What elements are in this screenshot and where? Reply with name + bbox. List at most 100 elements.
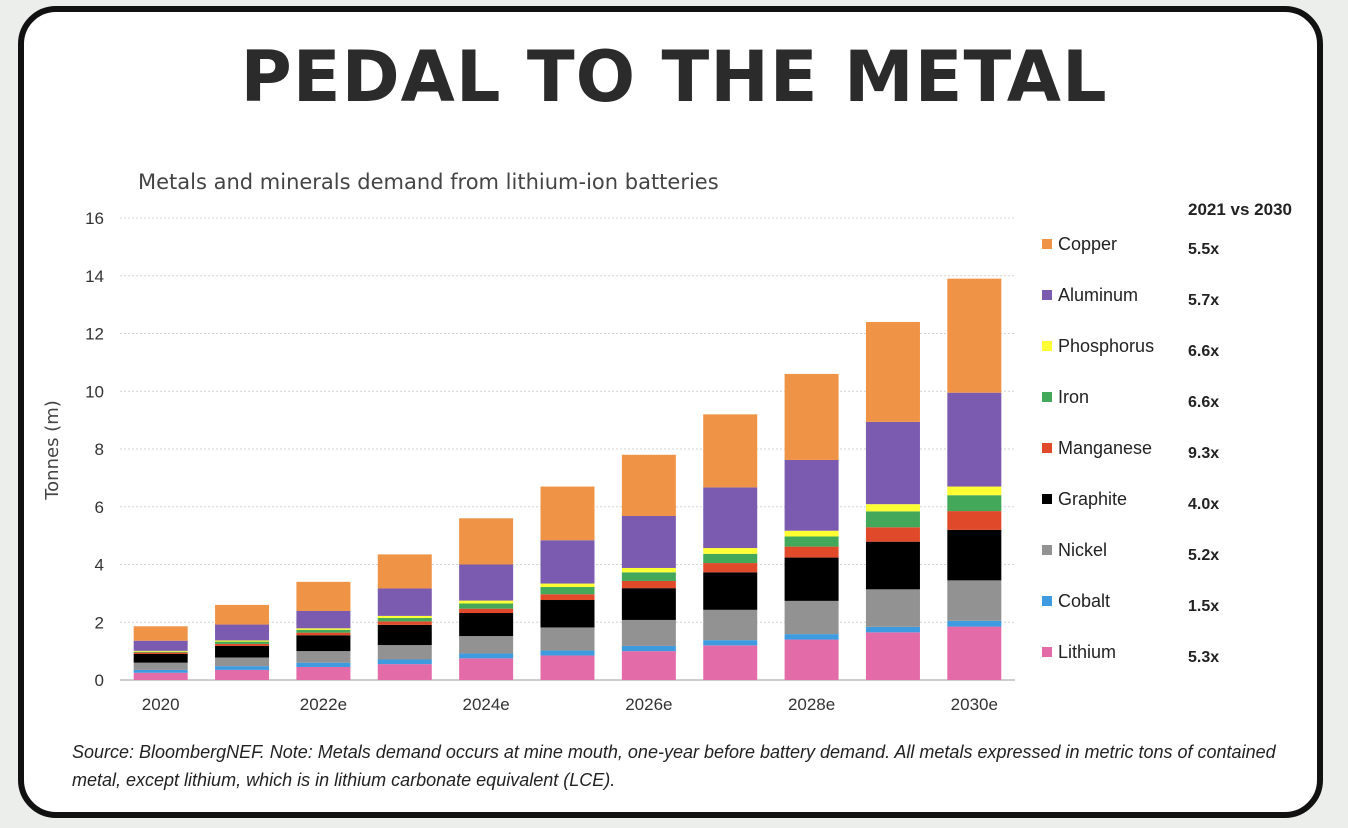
bar-segment-graphite xyxy=(133,654,188,663)
bar-segment-nickel xyxy=(865,589,920,627)
y-tick-label: 16 xyxy=(85,209,104,228)
bar-segment-manganese xyxy=(621,580,676,589)
bar-segment-aluminum xyxy=(296,610,351,629)
y-tick-label: 12 xyxy=(85,325,104,344)
bar-segment-cobalt xyxy=(540,650,595,656)
bar-segment-cobalt xyxy=(865,626,920,633)
bar-segment-copper xyxy=(133,626,188,641)
bar-segment-graphite xyxy=(377,624,432,646)
bar-segment-nickel xyxy=(133,662,188,670)
bar-segment-graphite xyxy=(703,572,758,610)
bar-segment-copper xyxy=(459,518,514,565)
bar-segment-cobalt xyxy=(377,659,432,665)
bar-segment-manganese xyxy=(865,527,920,542)
bar-segment-aluminum xyxy=(459,564,514,601)
y-tick-label: 10 xyxy=(85,382,104,401)
legend-swatch-copper xyxy=(1042,239,1052,249)
bar-segment-nickel xyxy=(947,580,1002,621)
legend-label-iron: Iron xyxy=(1058,387,1089,407)
bar-segment-iron xyxy=(621,572,676,581)
bar-segment-copper xyxy=(296,581,351,611)
legend-label-lithium: Lithium xyxy=(1058,642,1116,662)
y-tick-label: 2 xyxy=(95,613,104,632)
bar-segment-manganese xyxy=(377,621,432,625)
legend-label-phosphorus: Phosphorus xyxy=(1058,336,1154,356)
legend-swatch-phosphorus xyxy=(1042,341,1052,351)
bar-segment-graphite xyxy=(540,600,595,628)
y-tick-label: 0 xyxy=(95,671,104,690)
bar-segment-manganese xyxy=(540,594,595,601)
bar-segment-cobalt xyxy=(784,634,839,640)
bar-segment-phosphorus xyxy=(621,567,676,573)
bar-segment-graphite xyxy=(215,645,270,658)
bar-segment-manganese xyxy=(947,511,1002,530)
bar-segment-manganese xyxy=(459,608,514,614)
bar-segment-lithium xyxy=(621,651,676,680)
bar-segment-iron xyxy=(296,629,351,633)
bar-segment-graphite xyxy=(865,541,920,590)
bar-segment-iron xyxy=(703,553,758,564)
legend-label-graphite: Graphite xyxy=(1058,489,1127,509)
bar-segment-lithium xyxy=(540,655,595,680)
bar-segment-graphite xyxy=(784,557,839,601)
bar-segment-iron xyxy=(133,651,188,653)
bar-segment-cobalt xyxy=(703,640,758,646)
bar-segment-manganese xyxy=(215,643,270,646)
x-tick-label: 2030e xyxy=(951,695,998,714)
bar-segment-lithium xyxy=(296,667,351,680)
bar-segment-nickel xyxy=(459,636,514,654)
source-note: Source: BloombergNEF. Note: Metals deman… xyxy=(72,742,1276,790)
bar-segment-aluminum xyxy=(784,459,839,531)
x-axis-ticks: 2020 2022e 2024e 2026e 2028e 2030e xyxy=(142,695,998,714)
y-tick-label: 6 xyxy=(95,498,104,517)
bar-segment-nickel xyxy=(784,600,839,635)
multiplier-aluminum: 5.7x xyxy=(1188,292,1219,309)
poster-frame xyxy=(18,6,1323,818)
bar-segment-copper xyxy=(947,278,1002,393)
bar-segment-manganese xyxy=(703,563,758,573)
legend-swatch-cobalt xyxy=(1042,596,1052,606)
bars xyxy=(133,278,1002,680)
bar-segment-cobalt xyxy=(133,669,188,673)
x-tick-label: 2024e xyxy=(462,695,509,714)
bar-segment-phosphorus xyxy=(133,650,188,652)
bar-segment-iron xyxy=(459,603,514,609)
bar-segment-lithium xyxy=(947,626,1002,680)
x-tick-label: 2020 xyxy=(142,695,180,714)
bar-segment-lithium xyxy=(215,669,270,680)
bar-segment-phosphorus xyxy=(865,504,920,512)
page-title: PEDAL TO THE METAL xyxy=(240,36,1108,118)
bar-segment-aluminum xyxy=(947,392,1002,487)
bar-segment-nickel xyxy=(215,657,270,667)
bar-segment-aluminum xyxy=(703,487,758,549)
bar-segment-aluminum xyxy=(865,421,920,505)
legend-swatch-iron xyxy=(1042,392,1052,402)
bar-segment-lithium xyxy=(703,645,758,680)
bar-segment-manganese xyxy=(133,652,188,655)
legend-label-aluminum: Aluminum xyxy=(1058,285,1138,305)
bar-segment-phosphorus xyxy=(459,600,514,604)
y-tick-label: 8 xyxy=(95,440,104,459)
bar-segment-cobalt xyxy=(459,653,514,659)
legend-swatch-manganese xyxy=(1042,443,1052,453)
multiplier-nickel: 5.2x xyxy=(1188,547,1219,564)
bar-segment-phosphorus xyxy=(947,486,1002,496)
legend-label-copper: Copper xyxy=(1058,234,1117,254)
bar-segment-lithium xyxy=(133,672,188,680)
multiplier-copper: 5.5x xyxy=(1188,241,1219,258)
legend-swatch-graphite xyxy=(1042,494,1052,504)
bar-segment-aluminum xyxy=(377,588,432,616)
x-tick-label: 2022e xyxy=(300,695,347,714)
bar-segment-aluminum xyxy=(621,515,676,568)
bar-segment-manganese xyxy=(296,632,351,636)
comparison-header: 2021 vs 2030 xyxy=(1188,200,1292,219)
bar-segment-iron xyxy=(865,511,920,528)
x-tick-label: 2026e xyxy=(625,695,672,714)
bar-segment-copper xyxy=(377,554,432,589)
bar-segment-lithium xyxy=(377,664,432,680)
y-axis-label: Tonnes (m) xyxy=(42,400,63,501)
bar-segment-nickel xyxy=(540,627,595,651)
bar-segment-phosphorus xyxy=(296,628,351,630)
multiplier-lithium: 5.3x xyxy=(1188,649,1219,666)
multiplier-manganese: 9.3x xyxy=(1188,445,1219,462)
